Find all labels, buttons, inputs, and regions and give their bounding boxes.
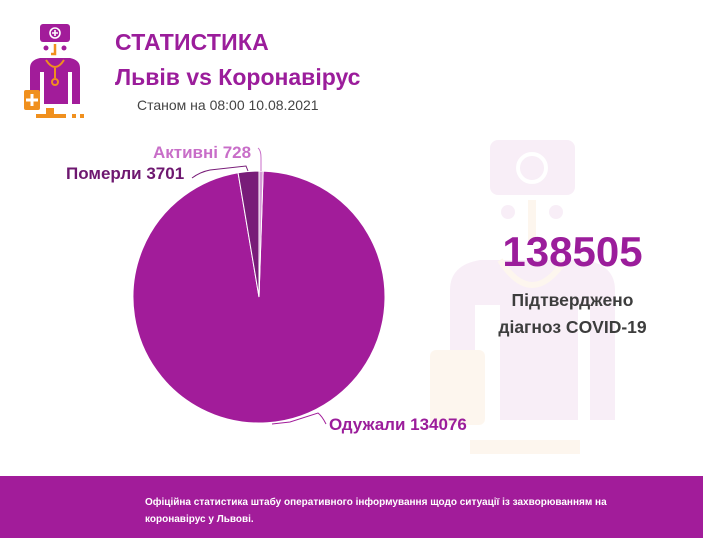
- total-confirmed-count: 138505: [502, 228, 643, 275]
- leader-line-active: [257, 147, 262, 171]
- leader-line-recovered: [271, 412, 327, 425]
- doctor-logo-icon: [22, 22, 98, 122]
- pie-slice-active[interactable]: [258, 170, 264, 298]
- page-title: СТАТИСТИКА: [115, 29, 269, 55]
- page-subtitle: Львів vs Коронавірус: [115, 64, 361, 90]
- footer-text: Офіційна статистика штабу оперативного і…: [145, 497, 607, 525]
- pie-chart: [132, 147, 386, 425]
- leader-line-deaths: [191, 165, 249, 179]
- footer-banner: Офіційна статистика штабу оперативного і…: [0, 476, 703, 538]
- pie-label-active: Активні 728: [153, 143, 252, 162]
- as-of-timestamp: Станом на 08:00 10.08.2021: [137, 97, 319, 113]
- pie-label-deaths: Померли 3701: [66, 164, 185, 183]
- total-label-line1: Підтверджено: [511, 290, 634, 310]
- pie-label-recovered: Одужали 134076: [329, 415, 467, 434]
- total-label-line2: діагноз COVID-19: [498, 317, 647, 337]
- total-confirmed-label: Підтверджено діагноз COVID-19: [460, 287, 685, 341]
- doctor-watermark-icon: [430, 130, 680, 460]
